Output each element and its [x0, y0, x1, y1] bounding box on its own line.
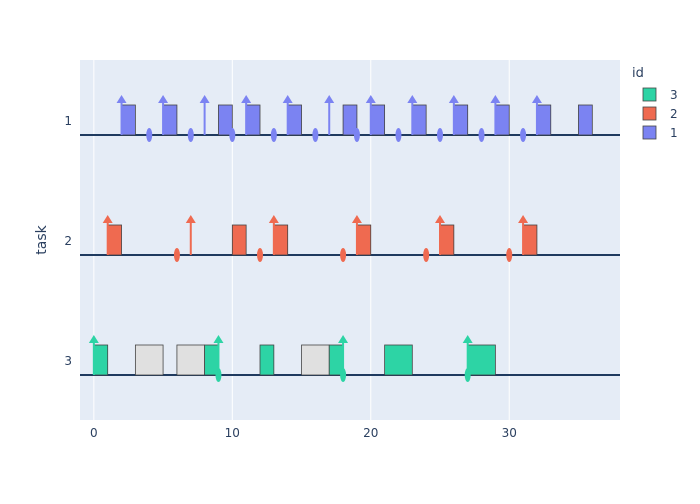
release-arrow-head [448, 95, 459, 103]
deadline-marker [520, 128, 527, 142]
release-arrow-head [88, 335, 99, 343]
job-execution-bar [342, 104, 358, 136]
legend-title: id [632, 66, 644, 81]
release-arrow-head [462, 335, 473, 343]
deadline-marker [312, 128, 319, 142]
job-execution-bar [536, 104, 552, 136]
legend-swatch [642, 106, 657, 121]
deadline-marker [506, 248, 513, 262]
legend-swatch [642, 125, 657, 140]
x-tick-label: 10 [225, 426, 240, 440]
job-execution-bar [231, 224, 247, 256]
preempted-job-bar [176, 344, 206, 376]
release-arrow-head [199, 95, 210, 103]
release-arrow-head [407, 95, 418, 103]
job-execution-bar [384, 344, 413, 376]
chart-marks [88, 95, 593, 382]
legend-label: 1 [670, 126, 678, 140]
release-arrow-head [351, 215, 362, 223]
release-arrow-head [435, 215, 445, 223]
job-execution-bar [121, 104, 136, 136]
release-arrow-head [185, 215, 196, 223]
job-execution-bar [439, 224, 455, 256]
release-arrow-head [282, 95, 293, 103]
job-execution-bar [411, 104, 427, 136]
legend-items: 3 2 1 [642, 87, 678, 140]
release-arrow-head [158, 95, 169, 103]
job-execution-bar [259, 344, 275, 376]
deadline-marker [146, 128, 153, 142]
job-execution-bar [245, 104, 261, 136]
deadline-marker [187, 128, 194, 142]
job-execution-bar [494, 104, 510, 136]
deadline-marker [353, 128, 360, 142]
job-execution-bar [218, 104, 233, 136]
y-tick-label: 3 [64, 354, 72, 368]
job-execution-bar [93, 344, 109, 376]
x-tick-label: 0 [90, 426, 98, 440]
job-execution-bar [107, 224, 122, 256]
deadline-marker [229, 128, 236, 142]
job-execution-bar [273, 224, 289, 256]
legend-label: 3 [670, 88, 678, 102]
job-execution-bar [453, 104, 469, 136]
job-execution-bar [467, 344, 496, 376]
x-tick-label: 20 [363, 426, 378, 440]
release-arrow-head [268, 215, 279, 223]
release-arrow-head [324, 95, 335, 103]
deadline-marker [437, 128, 443, 142]
release-arrow-head [338, 335, 349, 343]
deadline-marker [257, 248, 263, 262]
y-tick-label: 2 [64, 234, 72, 248]
deadline-marker [478, 128, 485, 142]
deadline-marker [173, 248, 180, 262]
release-arrow-head [102, 215, 113, 223]
legend-label: 2 [670, 107, 678, 121]
release-arrow-head [531, 95, 542, 103]
x-tick-label: 30 [502, 426, 517, 440]
job-execution-bar [522, 224, 538, 256]
deadline-marker [395, 128, 402, 142]
job-execution-bar [370, 104, 386, 136]
preempted-job-bar [301, 344, 330, 376]
job-execution-bar [356, 224, 372, 256]
release-arrow-head [241, 95, 252, 103]
release-arrow-head [365, 95, 376, 103]
release-arrow-head [518, 215, 529, 223]
job-execution-bar [578, 104, 593, 136]
deadline-marker [270, 128, 277, 142]
job-execution-bar [162, 104, 178, 136]
y-axis-label: task [34, 224, 50, 254]
legend: id 3 2 1 [632, 66, 678, 140]
preempted-job-bar [134, 344, 164, 376]
release-arrow-head [116, 95, 127, 103]
axes: 0 10 20 30 1 2 3 [64, 114, 517, 440]
legend-swatch [642, 87, 657, 102]
release-arrow-head [490, 95, 501, 103]
deadline-marker [423, 248, 430, 262]
deadline-marker [340, 248, 347, 262]
y-tick-label: 1 [64, 114, 72, 128]
release-arrow-head [213, 335, 224, 343]
job-execution-bar [287, 104, 302, 136]
